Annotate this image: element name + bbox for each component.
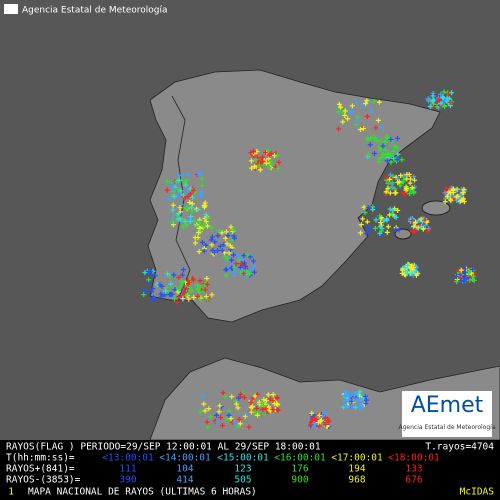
strike-cluster	[358, 204, 401, 228]
positive-count: 133	[405, 464, 422, 475]
strike-cluster	[201, 394, 248, 427]
iberia	[147, 69, 441, 323]
strike-cluster	[365, 151, 401, 161]
strike-cluster	[341, 389, 365, 411]
strike-cluster	[214, 395, 242, 418]
strike-cluster	[253, 147, 281, 171]
strike-cluster	[171, 177, 196, 200]
strike-cluster	[176, 277, 203, 302]
time-bin: <15:00:01	[217, 453, 269, 464]
strike-cluster	[453, 266, 476, 284]
time-bin: <16:00:01	[274, 453, 326, 464]
island	[421, 200, 451, 216]
strike-cluster	[383, 172, 418, 196]
strike-cluster	[365, 135, 394, 165]
negative-label: RAYOS-(3853)=	[6, 475, 81, 486]
strike-cluster	[362, 204, 395, 234]
strike-cluster	[427, 95, 450, 110]
strike-cluster	[200, 232, 231, 254]
strike-cluster	[200, 393, 250, 425]
positive-label: RAYOS+(841)=	[6, 464, 75, 475]
lightning-strikes	[141, 89, 477, 430]
time-bin: <13:00:01	[102, 453, 154, 464]
strike-cluster	[402, 262, 419, 277]
positive-count: 194	[348, 464, 365, 475]
strike-cluster	[367, 135, 401, 164]
negative-count: 414	[176, 475, 193, 486]
logo-box	[402, 391, 492, 437]
strike-cluster	[208, 233, 238, 256]
positive-count: 104	[176, 464, 193, 475]
strike-cluster	[222, 252, 253, 278]
strike-cluster	[370, 206, 399, 224]
strike-cluster	[165, 170, 205, 202]
strike-cluster	[204, 391, 244, 429]
time-label: T(hh:mm:ss)=	[6, 453, 75, 464]
negative-count: 390	[119, 475, 136, 486]
strike-cluster	[256, 154, 279, 170]
strike-cluster	[409, 217, 431, 234]
period: RAYOS(FLAG ) PERIODO=29/SEP 12:00:01 AL …	[6, 442, 321, 453]
negative-count: 968	[348, 475, 365, 486]
strike-cluster	[248, 395, 281, 413]
strike-cluster	[378, 134, 390, 153]
strike-cluster	[196, 229, 233, 256]
strike-cluster	[387, 172, 418, 191]
strike-cluster	[442, 186, 466, 205]
negative-count: 505	[234, 475, 251, 486]
strike-cluster	[170, 176, 205, 195]
strike-cluster	[181, 277, 210, 299]
time-bin: <14:00:01	[159, 453, 211, 464]
software: McIDAS	[460, 487, 495, 498]
positive-count: 123	[234, 464, 251, 475]
agency-name: Agencia Estatal de Meteorología	[22, 6, 168, 16]
strike-cluster	[308, 416, 332, 428]
logo-icon	[4, 4, 18, 14]
positive-count: 111	[119, 464, 136, 475]
footer-index: 1	[8, 487, 14, 498]
positive-count: 176	[291, 464, 308, 475]
total: T.rayos=4704	[425, 442, 494, 453]
footer-title: MAPA NACIONAL DE RAYOS (ULTIMAS 6 HORAS)	[28, 487, 257, 498]
time-bin: <18:00:01	[388, 453, 440, 464]
logo-brand: AEmet	[411, 393, 484, 418]
strike-cluster	[336, 101, 381, 132]
logo-agency: Agencia Estatal de Meteorología	[399, 424, 496, 431]
negative-count: 676	[405, 475, 422, 486]
strike-cluster	[309, 412, 321, 425]
strike-cluster	[411, 216, 430, 232]
strike-cluster	[347, 101, 384, 130]
border	[171, 95, 191, 301]
time-bin: <17:00:01	[331, 453, 383, 464]
island	[394, 228, 412, 240]
strike-cluster	[340, 98, 382, 125]
negative-count: 900	[291, 475, 308, 486]
legend-panel	[0, 440, 500, 500]
strike-cluster	[170, 205, 209, 224]
strike-cluster	[170, 219, 208, 230]
